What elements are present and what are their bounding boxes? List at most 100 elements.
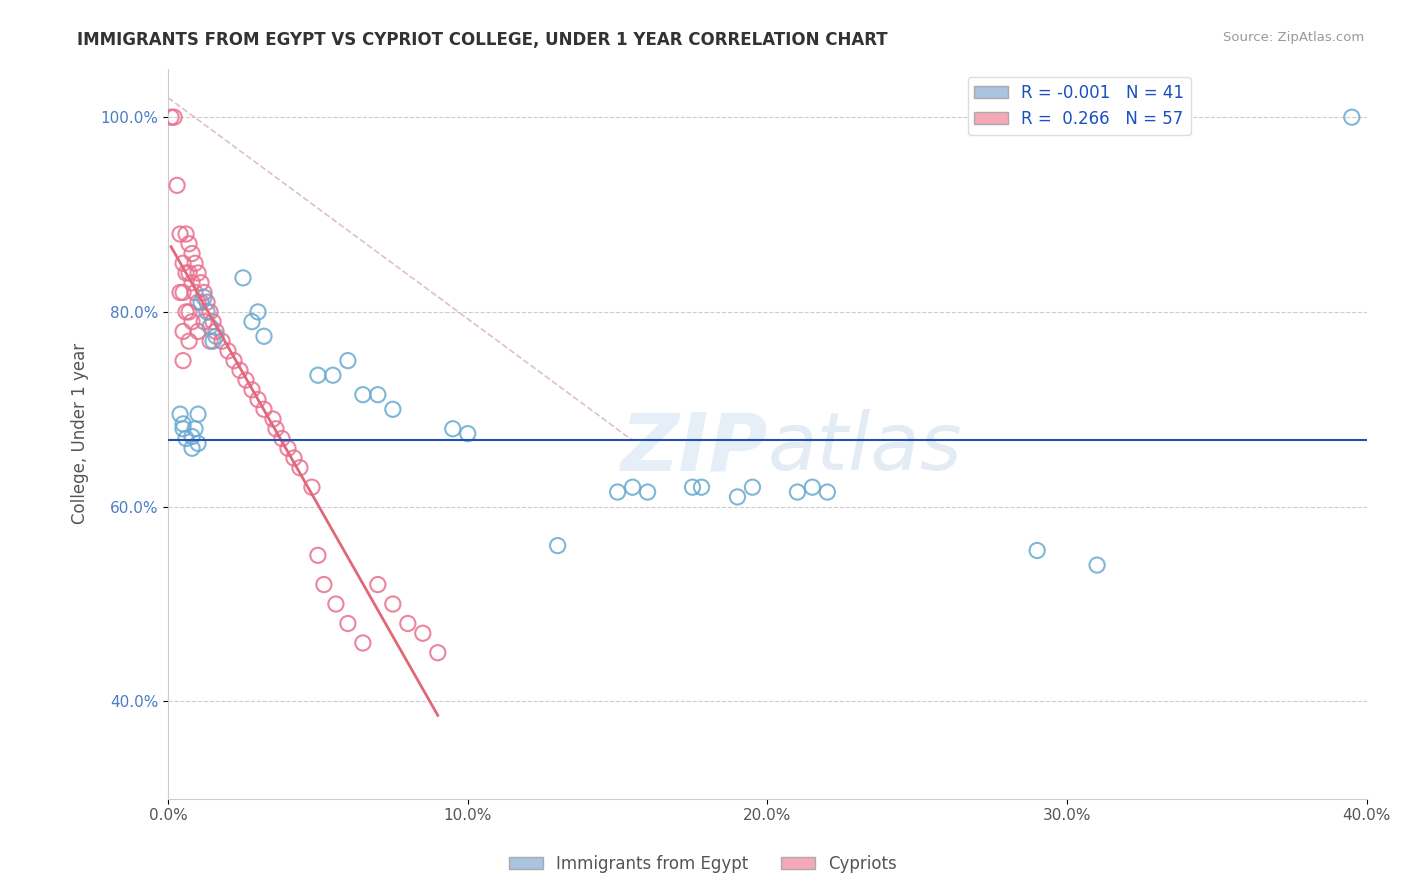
Point (172, 417, 194, 431)
Point (246, 392, 269, 407)
Text: ZIP: ZIP (620, 409, 768, 487)
Point (198, 305, 221, 319)
Point (441, 422, 464, 436)
Point (193, 285, 215, 300)
Point (367, 387, 389, 401)
Point (202, 334, 225, 348)
Point (184, 422, 207, 436)
Point (235, 373, 257, 387)
Point (163, 110, 186, 124)
Point (246, 305, 269, 319)
Point (312, 577, 335, 591)
Point (307, 549, 329, 563)
Point (229, 363, 252, 377)
Point (682, 480, 704, 494)
Legend: R = -0.001   N = 41, R =  0.266   N = 57: R = -0.001 N = 41, R = 0.266 N = 57 (967, 77, 1191, 135)
Point (160, 110, 183, 124)
Point (801, 480, 824, 494)
Point (367, 577, 389, 591)
Point (181, 246, 204, 260)
Point (283, 450, 305, 465)
Point (187, 295, 209, 310)
Point (222, 353, 245, 368)
Point (1340, 110, 1362, 124)
Y-axis label: College, Under 1 year: College, Under 1 year (72, 343, 89, 524)
Point (187, 266, 209, 280)
Point (396, 616, 419, 631)
Point (786, 485, 808, 500)
Point (264, 422, 287, 436)
Point (322, 368, 344, 383)
Point (277, 442, 299, 456)
Point (193, 315, 215, 329)
Point (198, 319, 221, 334)
Point (172, 256, 194, 270)
Point (172, 353, 194, 368)
Point (174, 227, 197, 241)
Point (181, 276, 204, 290)
Point (205, 329, 228, 343)
Point (621, 480, 644, 494)
Point (301, 480, 323, 494)
Point (457, 426, 479, 441)
Point (547, 539, 569, 553)
Point (217, 343, 239, 358)
Point (195, 305, 218, 319)
Point (190, 276, 212, 290)
Point (240, 315, 263, 329)
Point (166, 178, 188, 193)
Point (262, 412, 284, 426)
Legend: Immigrants from Egypt, Cypriots: Immigrants from Egypt, Cypriots (502, 848, 904, 880)
Point (177, 266, 200, 280)
Point (177, 236, 200, 251)
Point (202, 315, 225, 329)
Point (184, 285, 207, 300)
Point (232, 270, 254, 285)
Point (381, 597, 404, 611)
Point (181, 315, 204, 329)
Point (253, 402, 276, 417)
Point (240, 383, 263, 397)
Point (169, 407, 191, 421)
Point (177, 305, 200, 319)
Point (181, 429, 204, 443)
Point (172, 325, 194, 339)
Point (177, 334, 200, 348)
Point (325, 597, 347, 611)
Point (690, 480, 713, 494)
Point (172, 285, 194, 300)
Point (426, 646, 449, 660)
Point (412, 626, 434, 640)
Point (253, 329, 276, 343)
Point (172, 422, 194, 436)
Point (211, 334, 233, 348)
Point (198, 334, 221, 348)
Point (815, 485, 838, 500)
Point (606, 485, 628, 500)
Point (741, 480, 763, 494)
Point (187, 325, 209, 339)
Point (174, 305, 197, 319)
Point (169, 285, 191, 300)
Point (271, 432, 294, 446)
Point (727, 490, 749, 504)
Point (1026, 543, 1049, 558)
Point (307, 368, 329, 383)
Point (352, 387, 374, 401)
Point (336, 353, 359, 368)
Point (187, 407, 209, 421)
Text: atlas: atlas (768, 409, 962, 487)
Point (174, 266, 197, 280)
Point (169, 227, 191, 241)
Point (336, 616, 359, 631)
Point (195, 295, 218, 310)
Point (381, 402, 404, 417)
Point (187, 436, 209, 450)
Point (174, 432, 197, 446)
Point (637, 485, 659, 500)
Point (190, 295, 212, 310)
Point (205, 325, 228, 339)
Text: Source: ZipAtlas.com: Source: ZipAtlas.com (1223, 31, 1364, 45)
Point (193, 290, 215, 304)
Point (1085, 558, 1108, 572)
